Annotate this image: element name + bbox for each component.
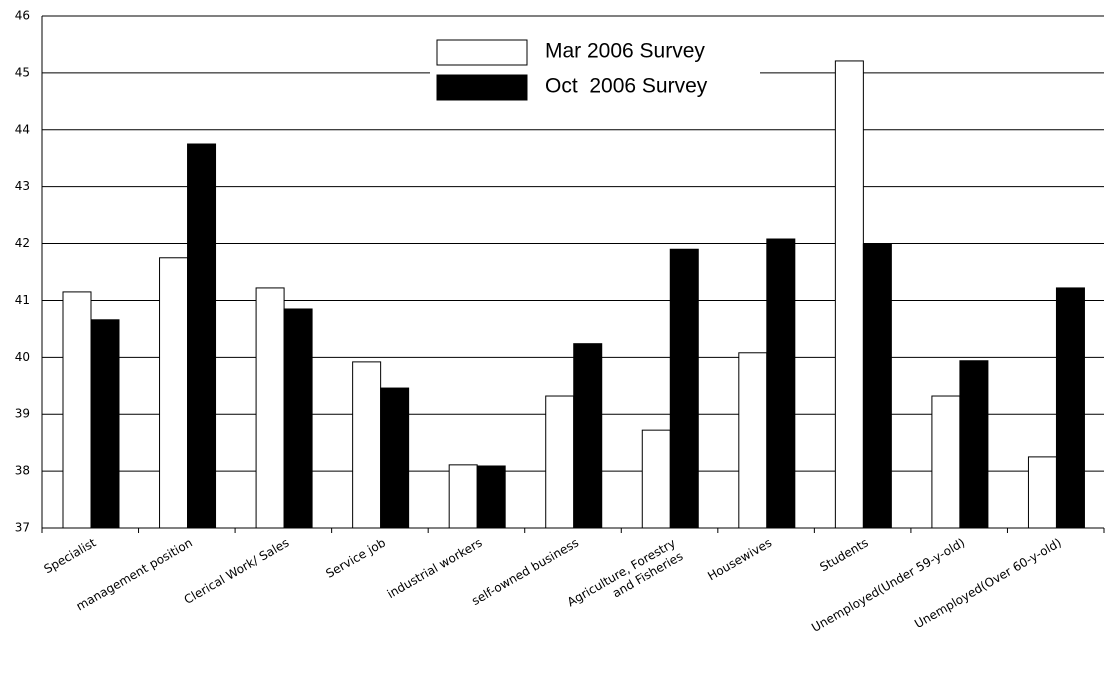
legend-label: Mar 2006 Survey [545, 40, 705, 63]
x-tick-label: Specialist [42, 535, 99, 576]
bar [62, 291, 92, 529]
y-tick-label: 37 [15, 521, 30, 535]
y-tick-label: 39 [15, 407, 30, 421]
bar [834, 60, 864, 529]
bar [1027, 456, 1057, 529]
bar [283, 308, 313, 529]
y-tick-label: 40 [15, 350, 30, 364]
bar [738, 352, 768, 529]
bar [573, 343, 603, 529]
bar [545, 395, 575, 529]
bar [862, 243, 892, 529]
y-tick-label: 46 [15, 9, 30, 23]
legend-swatch [436, 39, 528, 66]
legend-swatch [436, 74, 528, 101]
bar [159, 257, 189, 529]
x-tick-label: Service job [323, 536, 388, 581]
y-tick-label: 38 [15, 464, 30, 478]
x-tick-label: Unemployed(Under 59-y-old) [809, 536, 967, 635]
bar [352, 361, 382, 529]
y-tick-label: 43 [15, 179, 30, 193]
bar [669, 248, 699, 529]
legend-label: Oct 2006 Survey [545, 75, 708, 98]
y-tick-label: 45 [15, 65, 30, 79]
x-tick-label: Students [817, 536, 870, 575]
bar [476, 465, 506, 529]
bar [641, 429, 671, 529]
bar [90, 319, 120, 529]
y-tick-label: 44 [15, 122, 30, 136]
x-tick-label: Agriculture, Forestryand Fisheries [565, 536, 686, 622]
bar [255, 287, 285, 529]
bar [380, 387, 410, 529]
bar [448, 464, 478, 529]
x-tick-label: Clerical Work/ Sales [182, 536, 292, 607]
bar [766, 238, 796, 529]
x-tick-label: Housewives [705, 536, 774, 584]
y-tick-label: 41 [15, 293, 30, 307]
x-tick-label: industrial workers [385, 536, 485, 602]
bar [1055, 287, 1085, 529]
y-tick-label: 42 [15, 236, 30, 250]
bar [931, 395, 961, 529]
bar [959, 360, 989, 529]
bar [187, 143, 217, 529]
